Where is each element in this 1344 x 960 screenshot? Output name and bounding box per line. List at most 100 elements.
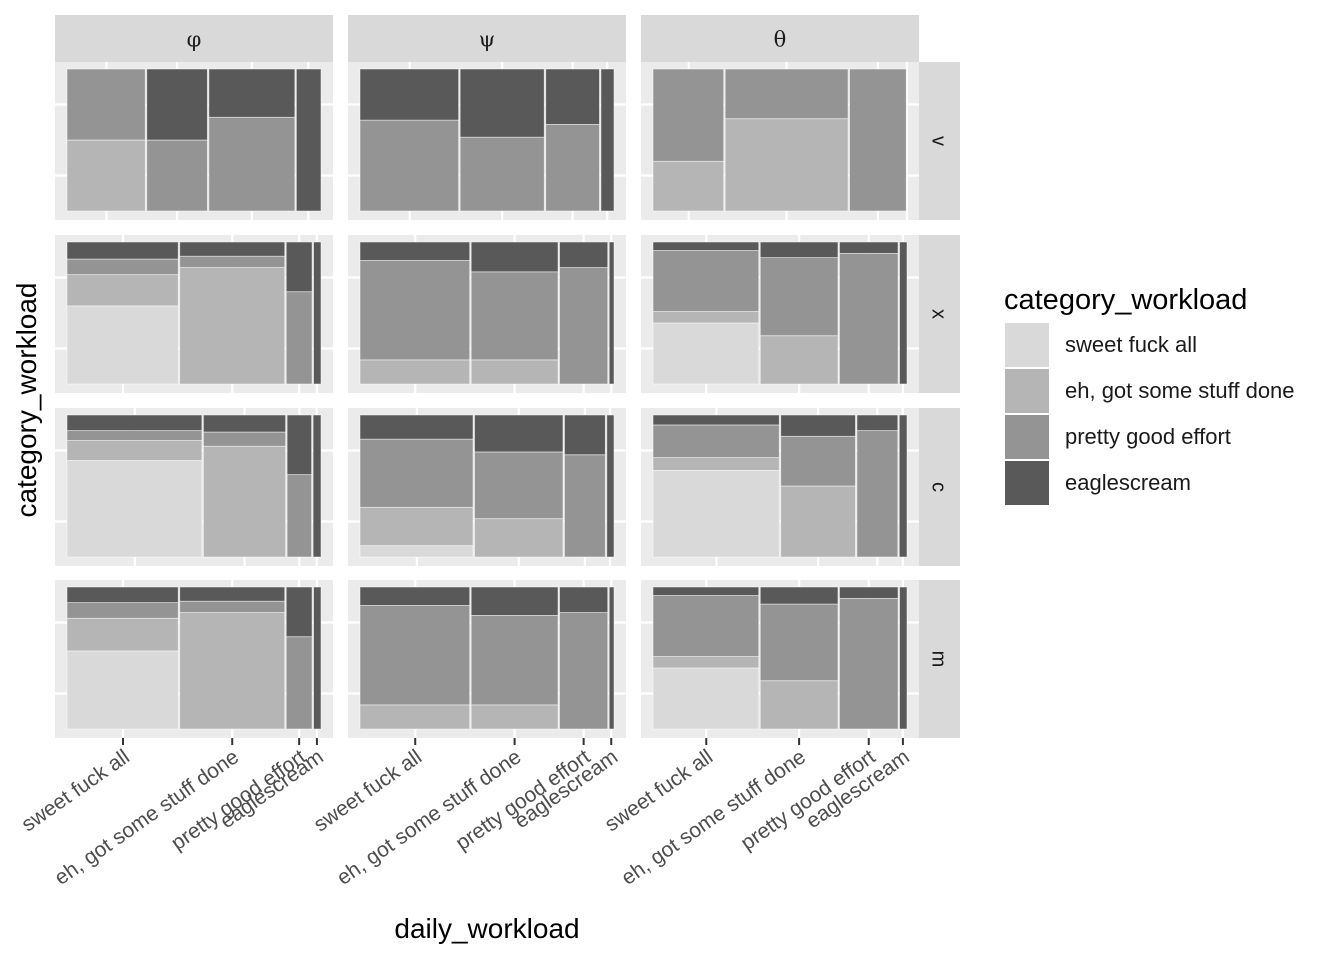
mosaic-tile <box>203 431 287 447</box>
mosaic-tile <box>66 586 179 604</box>
mosaic-tile <box>759 257 839 337</box>
mosaic-tile <box>474 518 564 558</box>
mosaic-tile <box>313 241 322 385</box>
mosaic-tile <box>600 68 615 212</box>
mosaic-tile <box>359 241 471 261</box>
facet-label-col: θ <box>774 28 787 52</box>
mosaic-tile <box>359 119 460 212</box>
legend-label: eaglescream <box>1065 470 1191 495</box>
mosaic-tile <box>652 424 780 459</box>
mosaic-tile <box>652 595 760 657</box>
mosaic-tile <box>608 586 615 730</box>
mosaic-tile <box>759 241 839 259</box>
mosaic-tile <box>652 667 760 730</box>
mosaic-tile <box>285 636 313 730</box>
mosaic-tile <box>470 704 559 730</box>
facet-label-col: φ <box>187 28 202 52</box>
mosaic-tile <box>899 241 908 385</box>
mosaic-tile <box>652 457 780 471</box>
mosaic-tile <box>898 414 908 558</box>
facet-label-row: x <box>928 309 950 319</box>
mosaic-tile <box>559 267 609 385</box>
mosaic-tile <box>359 68 460 121</box>
legend-item: eh, got some stuff done <box>1004 368 1295 414</box>
mosaic-tile <box>652 414 780 426</box>
mosaic-tile <box>759 335 839 385</box>
facet-label-row: v <box>928 136 950 146</box>
mosaic-tile <box>608 241 615 385</box>
mosaic-tile <box>652 469 780 558</box>
mosaic-tile <box>545 68 600 125</box>
mosaic-tile <box>146 68 208 141</box>
mosaic-tile <box>66 139 146 212</box>
mosaic-tile <box>286 474 312 558</box>
facet-strip-row <box>919 235 960 393</box>
mosaic-tile <box>474 451 564 520</box>
mosaic-tile <box>470 241 559 273</box>
legend-item: sweet fuck all <box>1004 322 1295 368</box>
legend-key <box>1004 414 1050 460</box>
legend-label: sweet fuck all <box>1065 332 1198 357</box>
mosaic-tile <box>66 258 179 276</box>
mosaic-tile <box>470 586 559 616</box>
mosaic-tile <box>66 602 179 619</box>
mosaic-tile <box>759 680 839 730</box>
mosaic-tile <box>285 291 313 385</box>
mosaic-tile <box>780 414 856 437</box>
mosaic-tile <box>652 586 760 596</box>
mosaic-tile <box>839 241 899 254</box>
mosaic-tile <box>564 414 606 456</box>
mosaic-tile <box>66 650 179 730</box>
mosaic-tile <box>359 359 471 385</box>
mosaic-tile <box>179 586 286 602</box>
mosaic-tile <box>313 586 322 730</box>
mosaic-tile <box>66 617 179 652</box>
mosaic-tile <box>652 241 760 251</box>
mosaic-tile <box>559 612 609 730</box>
mosaic-tile <box>564 454 606 558</box>
mosaic-tile <box>359 704 471 730</box>
mosaic-tile <box>312 414 322 558</box>
facet-strip-row <box>919 62 960 220</box>
mosaic-tile <box>839 597 899 730</box>
mosaic-tile <box>359 260 471 361</box>
mosaic-tile <box>759 586 839 605</box>
mosaic-tile <box>66 414 203 432</box>
mosaic-tile <box>652 68 725 162</box>
mosaic-tile <box>66 440 203 461</box>
mosaic-tile <box>295 68 322 212</box>
mosaic-tile <box>66 274 179 307</box>
legend-label: pretty good effort <box>1065 424 1231 449</box>
mosaic-tile <box>724 68 849 120</box>
y-axis-title: category_workload <box>11 282 42 517</box>
mosaic-tile <box>208 68 296 118</box>
mosaic-tile <box>470 615 559 706</box>
mosaic-tile <box>652 322 760 385</box>
legend-title: category_workload <box>1004 284 1248 316</box>
mosaic-tile <box>179 255 286 268</box>
mosaic-tile <box>724 118 849 212</box>
legend-item: pretty good effort <box>1004 414 1295 460</box>
mosaic-tile <box>66 430 203 441</box>
facet-strip-row <box>919 408 960 566</box>
mosaic-tile <box>285 241 313 293</box>
mosaic-tile <box>849 68 907 212</box>
mosaic-tile <box>146 139 208 212</box>
legend-label: eh, got some stuff done <box>1065 378 1295 403</box>
facet-strip-col <box>641 15 919 62</box>
facet-label-col: ψ <box>479 28 495 52</box>
mosaic-tile <box>66 68 146 141</box>
mosaic-tile <box>208 116 296 212</box>
mosaic-tile <box>203 414 287 433</box>
mosaic-tile <box>474 414 564 453</box>
mosaic-tile <box>179 241 286 257</box>
mosaic-tile <box>652 311 760 324</box>
mosaic-tile <box>459 136 545 212</box>
mosaic-tile <box>179 612 286 730</box>
mosaic-tile <box>545 123 600 212</box>
mosaic-tile <box>179 600 286 613</box>
mosaic-tile <box>459 68 545 138</box>
mosaic-tile <box>559 241 609 268</box>
mosaic-tile <box>66 305 179 385</box>
mosaic-tile <box>470 271 559 361</box>
